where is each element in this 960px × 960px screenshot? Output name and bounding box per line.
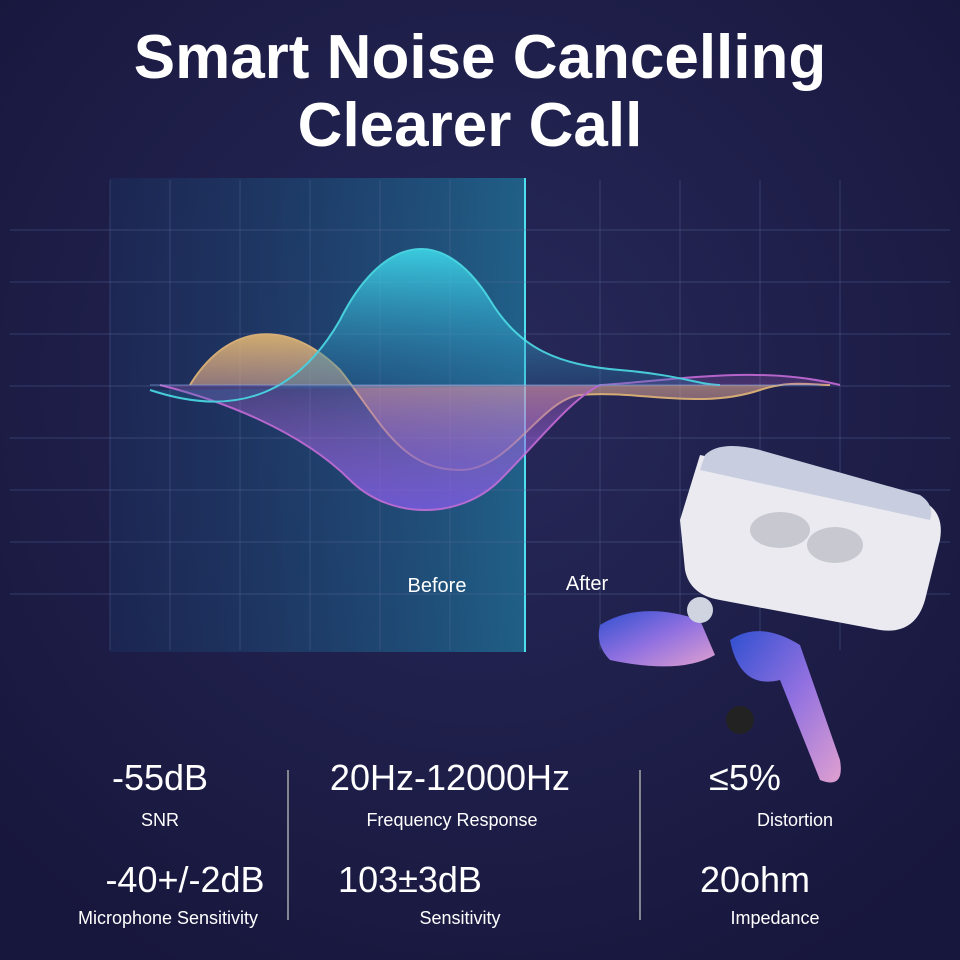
title-line: Clearer Call bbox=[298, 91, 643, 160]
spec-label: Frequency Response bbox=[366, 810, 537, 830]
spec-value: 20Hz-12000Hz bbox=[330, 757, 570, 798]
before-label: Before bbox=[408, 575, 467, 597]
spec-label: Microphone Sensitivity bbox=[78, 908, 258, 928]
spec-label: Sensitivity bbox=[419, 908, 500, 928]
spec-value: -55dB bbox=[112, 757, 208, 798]
waves bbox=[149, 248, 841, 511]
spec-value: -40+/-2dB bbox=[105, 859, 264, 900]
spec-value: 103±3dB bbox=[338, 859, 482, 900]
spec-label: SNR bbox=[141, 810, 179, 830]
spec-value: ≤5% bbox=[709, 757, 781, 798]
after-label: After bbox=[566, 573, 609, 595]
title-line: Smart Noise Cancelling bbox=[134, 23, 827, 92]
spec-label: Distortion bbox=[757, 810, 833, 830]
spec-value: 20ohm bbox=[700, 859, 810, 900]
spec-label: Impedance bbox=[730, 908, 819, 928]
product bbox=[598, 446, 941, 783]
